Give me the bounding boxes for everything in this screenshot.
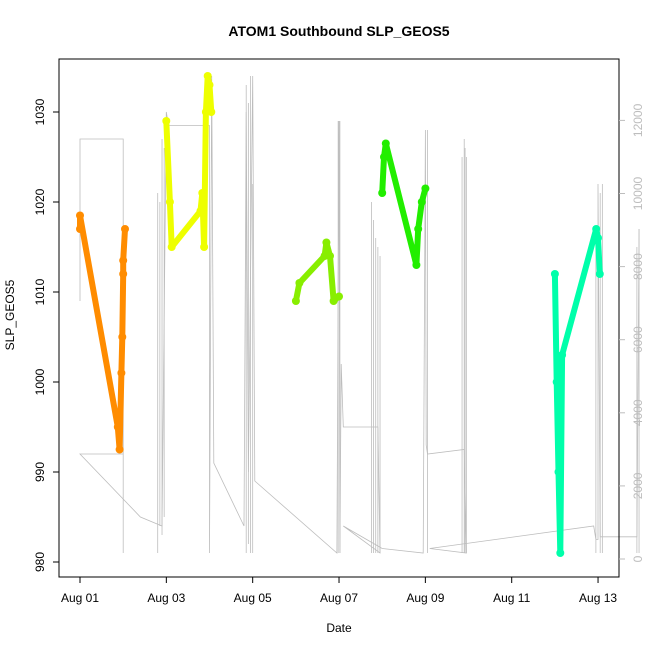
series-1-line <box>77 212 128 453</box>
series-1-point-7 <box>119 270 128 278</box>
series-2-point-2 <box>165 198 174 206</box>
series-4-point-2 <box>380 153 388 161</box>
series-4-point-4 <box>412 261 421 269</box>
series-4-point-3 <box>381 139 390 148</box>
bottom-tick-label: Aug 03 <box>147 591 185 605</box>
series-1-point-6 <box>118 333 127 341</box>
series-2-point-6 <box>200 243 209 251</box>
bottom-tick-label: Aug 09 <box>406 591 444 605</box>
series-3-point-5 <box>326 252 334 260</box>
chart-title: ATOM1 Southbound SLP_GEOS5 <box>228 23 449 39</box>
bottom-tick-label: Aug 07 <box>320 591 358 605</box>
bottom-tick-label: Aug 01 <box>61 591 99 605</box>
left-axis: 980 990 1000 1010 1020 1030 <box>33 98 59 572</box>
left-tick-label: 1030 <box>33 98 47 125</box>
series-2-point-5 <box>198 189 207 197</box>
left-tick-label: 980 <box>33 552 47 572</box>
y-axis-label: SLP_GEOS5 <box>3 279 17 350</box>
series-5-point-4 <box>556 549 565 557</box>
left-tick-label: 1020 <box>33 188 47 215</box>
bottom-tick-label: Aug 05 <box>234 591 272 605</box>
right-tick-label: 2000 <box>631 472 645 499</box>
series-1-point-2 <box>76 211 84 220</box>
series-2-point-9 <box>205 81 214 89</box>
series-4-point-5 <box>414 225 423 233</box>
series-5-point-5 <box>558 351 567 359</box>
series-5-point-2 <box>552 378 561 386</box>
series-2-point-10 <box>207 108 216 116</box>
series-layer <box>76 72 604 557</box>
right-tick-label: 12000 <box>631 103 645 137</box>
series-5-point-6 <box>592 225 601 233</box>
series-2-point-8 <box>203 72 212 80</box>
series-5 <box>550 225 604 557</box>
series-5-point-7 <box>594 234 602 242</box>
series-1-point-4 <box>115 445 124 454</box>
series-3-point-2 <box>295 279 304 287</box>
series-2-point-1 <box>162 117 171 125</box>
series-3-point-6 <box>329 297 338 305</box>
series-5-line <box>551 226 603 556</box>
series-2-point-4 <box>196 207 205 215</box>
right-tick-label: 8000 <box>631 253 645 280</box>
right-tick-label: 10000 <box>631 176 645 210</box>
series-1-point-1 <box>76 225 84 233</box>
series-3-point-1 <box>291 297 300 305</box>
series-3-point-4 <box>322 238 331 247</box>
right-tick-label: 6000 <box>631 326 645 353</box>
series-5-point-8 <box>595 270 604 278</box>
right-tick-label: 0 <box>631 555 645 562</box>
series-5-point-1 <box>550 270 559 278</box>
series-1-point-8 <box>119 256 128 265</box>
bottom-tick-label: Aug 13 <box>579 591 617 605</box>
left-tick-label: 990 <box>33 462 47 482</box>
bottom-tick-label: Aug 11 <box>493 591 530 605</box>
series-1-point-9 <box>121 225 129 233</box>
right-tick-label: 4000 <box>631 399 645 426</box>
series-5-point-3 <box>554 468 563 476</box>
left-tick-label: 1000 <box>33 368 47 395</box>
right-axis: 0 2000 4000 6000 8000 10000 12000 <box>619 103 645 562</box>
series-3 <box>291 238 343 305</box>
bottom-axis: Aug 01 Aug 03 Aug 05 Aug 07 Aug 09 Aug 11 Aug … <box>61 577 617 605</box>
series-2-line <box>163 73 215 250</box>
x-axis-label: Date <box>326 621 352 635</box>
series-4 <box>378 139 430 269</box>
series-4-point-6 <box>417 198 426 206</box>
series-1-point-3 <box>113 423 122 431</box>
series-4-point-7 <box>421 184 430 193</box>
series-1 <box>76 211 129 454</box>
series-3-point-7 <box>335 292 343 301</box>
series-2 <box>162 72 216 251</box>
series-4-point-1 <box>378 189 387 197</box>
series-1-point-5 <box>117 369 126 377</box>
series-3-line <box>292 239 342 304</box>
series-2-point-3 <box>167 243 176 251</box>
left-tick-label: 1010 <box>33 278 47 305</box>
